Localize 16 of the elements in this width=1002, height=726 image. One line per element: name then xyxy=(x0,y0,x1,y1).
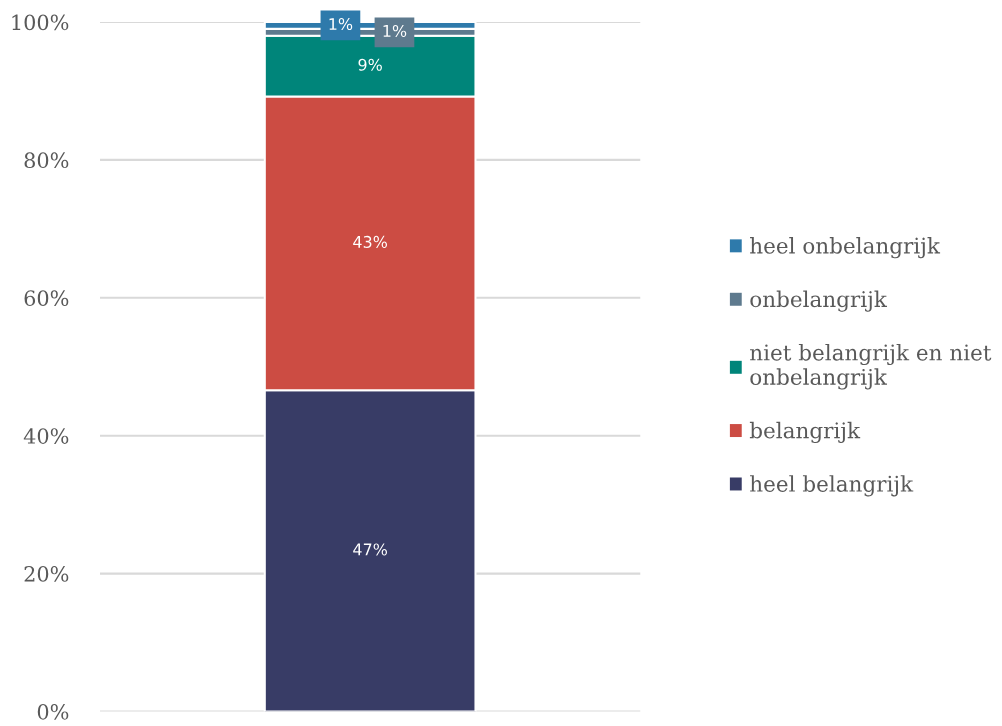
data-label: 47% xyxy=(353,543,388,556)
data-label: 1% xyxy=(329,18,353,31)
data-label: 43% xyxy=(353,235,388,248)
legend-label: belangrijk xyxy=(749,421,861,443)
legend-label: niet belangrijk en niet onbelangrijk xyxy=(750,343,992,390)
data-label: 1% xyxy=(383,24,407,37)
legend-label: heel belangrijk xyxy=(750,475,914,497)
y-tick-label: 100% xyxy=(12,14,69,31)
y-tick-label: 80% xyxy=(24,152,69,169)
y-tick-label: 0% xyxy=(37,703,69,720)
data-label: 9% xyxy=(358,58,382,71)
y-tick-label: 60% xyxy=(24,290,69,306)
y-tick-label: 20% xyxy=(24,566,69,582)
legend-label: onbelangrijk xyxy=(750,290,888,312)
legend-label: heel onbelangrijk xyxy=(750,237,941,259)
y-tick-label: 40% xyxy=(23,428,69,444)
